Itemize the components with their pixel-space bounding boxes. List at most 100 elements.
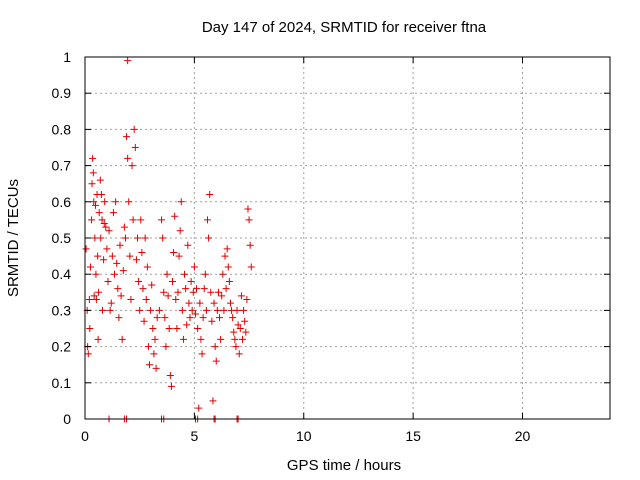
data-point — [236, 325, 244, 332]
data-point — [94, 252, 102, 260]
x-tick-label: 20 — [515, 428, 531, 444]
data-point — [125, 198, 133, 206]
data-point — [218, 292, 226, 300]
y-tick-label: 0.4 — [52, 266, 72, 282]
data-point — [84, 350, 92, 358]
data-point — [130, 125, 138, 133]
data-point — [135, 277, 143, 285]
data-point — [177, 198, 185, 206]
data-point — [148, 281, 156, 289]
data-point — [183, 321, 191, 329]
data-point — [193, 285, 201, 293]
data-point — [132, 256, 140, 264]
data-point — [90, 198, 98, 206]
data-point — [126, 252, 134, 260]
data-point — [131, 144, 139, 151]
data-point — [143, 263, 151, 271]
data-point — [92, 201, 99, 209]
data-point — [139, 285, 147, 293]
data-point — [162, 343, 170, 351]
data-point — [216, 314, 224, 322]
data-point — [123, 133, 131, 141]
data-point — [91, 234, 99, 242]
data-point — [153, 314, 161, 322]
data-point — [197, 335, 205, 343]
grid-lines — [85, 57, 610, 419]
chart-title: Day 147 of 2024, SRMTID for receiver ftn… — [202, 19, 487, 36]
data-point — [89, 154, 97, 162]
data-point — [136, 306, 144, 314]
data-point — [90, 292, 98, 300]
data-point — [116, 241, 124, 249]
data-point — [88, 216, 96, 224]
data-point — [172, 296, 180, 304]
data-point — [178, 306, 186, 314]
data-point — [96, 176, 104, 184]
data-point — [105, 227, 113, 235]
data-point — [114, 285, 122, 293]
data-point — [85, 296, 93, 304]
y-axis-label: SRMTID / TECUs — [5, 179, 22, 297]
data-point — [184, 241, 192, 249]
data-point — [86, 325, 94, 332]
data-point — [147, 306, 155, 314]
data-point — [188, 306, 196, 314]
data-point — [226, 299, 234, 307]
data-point — [117, 292, 125, 300]
data-point — [245, 216, 253, 224]
data-point — [127, 296, 135, 304]
data-point — [223, 245, 231, 253]
data-point — [247, 263, 255, 271]
data-point — [149, 325, 157, 332]
data-point — [190, 263, 198, 271]
data-point — [108, 252, 116, 260]
data-point — [244, 205, 252, 213]
data-point — [164, 292, 172, 300]
data-point — [152, 364, 160, 372]
y-axis-ticks: 0 0.1 0.2 0.3 0.4 0.5 0.6 0.7 0.8 0.9 1 — [52, 49, 610, 427]
data-point — [137, 216, 145, 224]
data-point — [243, 296, 251, 304]
data-point — [97, 234, 105, 242]
data-point — [246, 241, 254, 249]
data-point — [120, 223, 128, 231]
data-point — [235, 350, 243, 358]
data-point — [199, 314, 207, 322]
data-point — [175, 252, 183, 260]
data-point — [142, 296, 150, 304]
y-tick-label: 0.9 — [52, 85, 72, 101]
data-point — [207, 288, 215, 296]
data-point — [179, 335, 187, 343]
data-point — [182, 285, 190, 293]
data-point — [189, 288, 197, 296]
data-point — [121, 234, 129, 242]
data-point — [195, 404, 203, 412]
data-point — [163, 270, 171, 278]
x-axis-ticks: 0 5 10 15 20 — [81, 57, 530, 444]
data-point — [219, 270, 227, 278]
data-point — [211, 343, 219, 351]
data-point — [213, 306, 221, 314]
data-point — [106, 306, 114, 314]
data-point — [170, 248, 178, 256]
y-tick-label: 0.8 — [52, 121, 72, 137]
data-point — [128, 162, 136, 170]
data-point — [129, 216, 137, 224]
data-point — [201, 270, 209, 278]
data-point — [234, 321, 242, 329]
data-point — [232, 343, 240, 351]
data-point — [82, 245, 90, 253]
data-point — [230, 328, 238, 336]
data-point — [206, 191, 214, 199]
x-tick-label: 15 — [405, 428, 421, 444]
data-point — [95, 209, 103, 217]
data-point — [224, 263, 232, 271]
data-point — [86, 263, 94, 271]
data-point — [173, 325, 181, 332]
data-point — [171, 212, 179, 220]
data-point — [118, 335, 126, 343]
data-point — [111, 270, 119, 278]
data-point — [196, 299, 204, 307]
data-point — [212, 357, 220, 365]
